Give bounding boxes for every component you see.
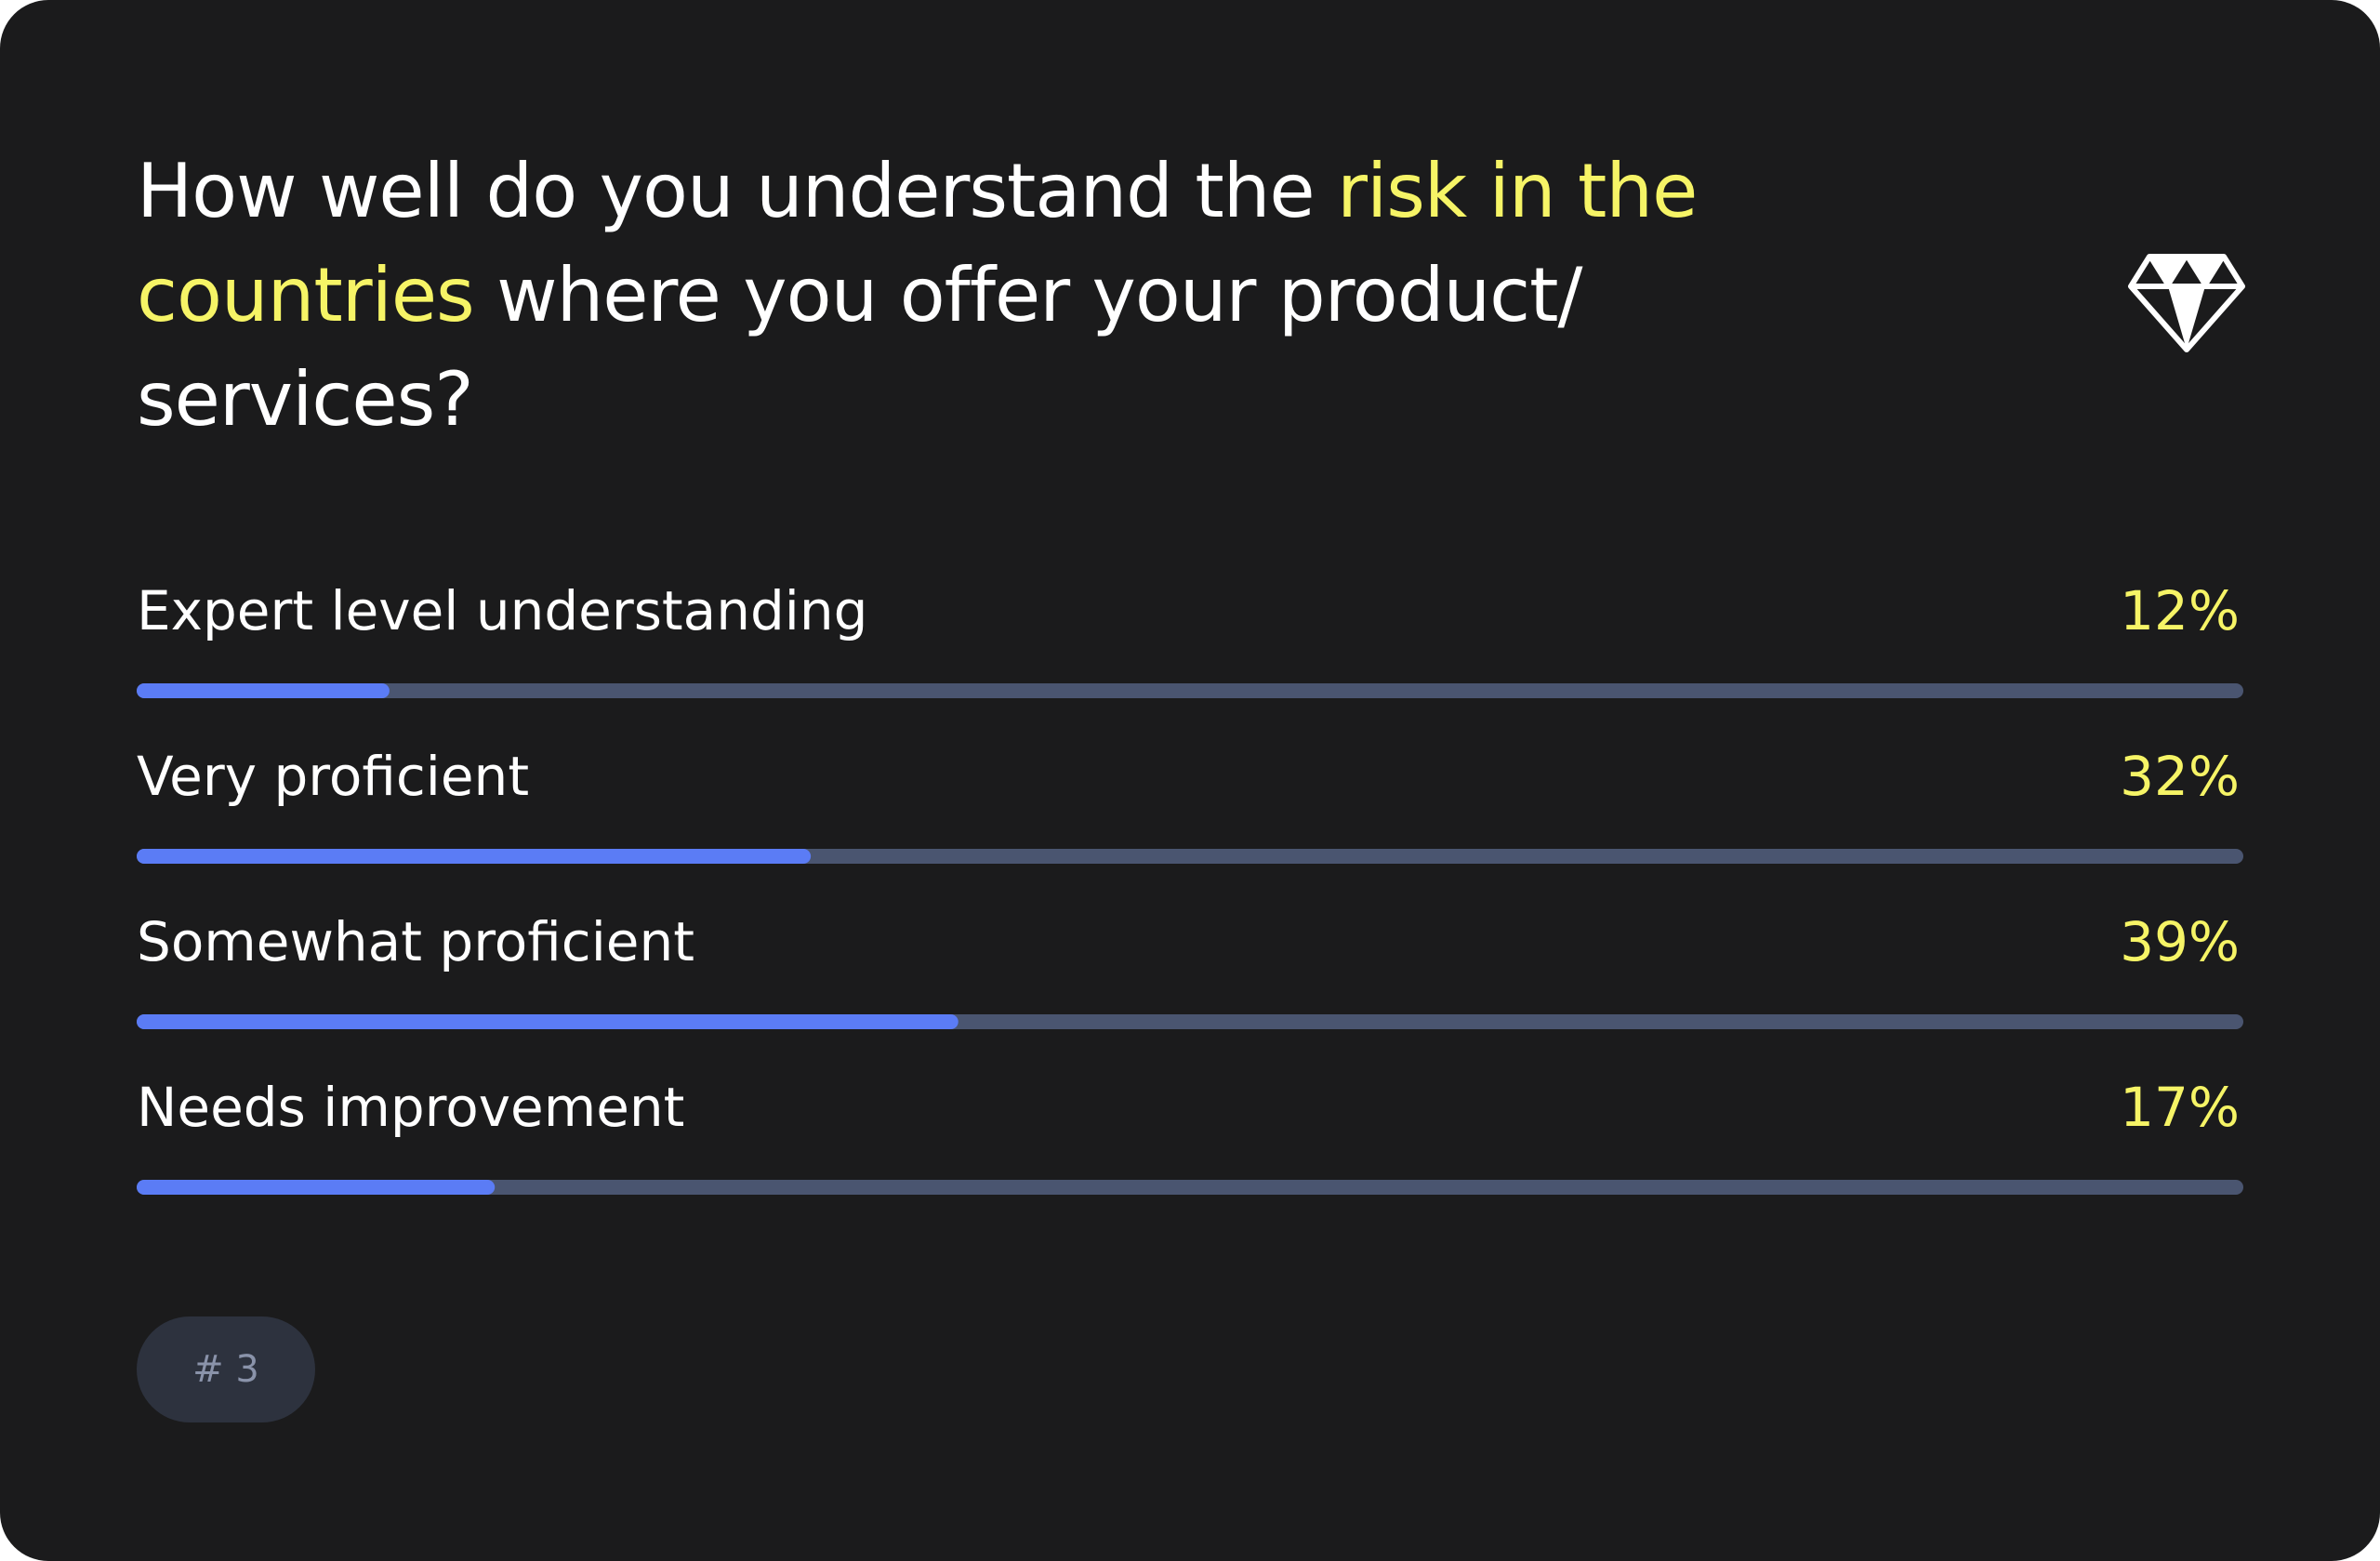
bar-track <box>137 683 2243 698</box>
value-label: 32% <box>2120 745 2240 808</box>
option-label: Expert level understanding <box>137 579 867 642</box>
bar <box>137 683 390 698</box>
title-part: where you offer your product/ services? <box>137 252 1582 443</box>
value-label: 12% <box>2120 579 2240 642</box>
option-label: Somewhat proficient <box>137 910 694 973</box>
bar <box>137 1014 959 1029</box>
title-highlight: risk in the countries <box>137 148 1698 338</box>
option-label: Very proficient <box>137 745 529 808</box>
title-part: How well do you understand the <box>137 148 1316 234</box>
value-label: 39% <box>2120 910 2240 973</box>
value-label: 17% <box>2120 1076 2240 1139</box>
bar-track <box>137 1180 2243 1195</box>
bar <box>137 849 812 864</box>
option-label: Needs improvement <box>137 1076 684 1139</box>
diamond-icon <box>2128 254 2245 352</box>
bar <box>137 1180 496 1195</box>
question-badge: # 3 <box>137 1316 315 1422</box>
question-title: How well do you understand the risk in t… <box>137 139 1884 452</box>
